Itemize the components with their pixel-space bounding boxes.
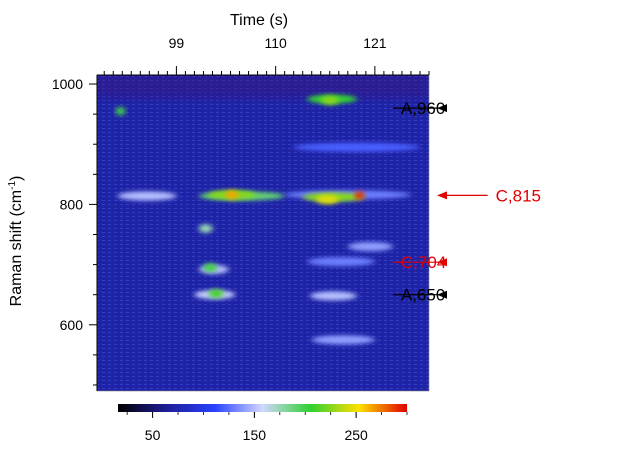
x-axis: Time (s) 99 110 121 bbox=[97, 12, 430, 76]
annotation-label: A,650 bbox=[401, 286, 445, 305]
y-axis-label: Raman shift (cm-1) bbox=[7, 176, 25, 307]
annotation-arrowhead bbox=[437, 290, 447, 299]
colorbar-tick-label: 250 bbox=[344, 427, 368, 443]
heatmap-band-6 bbox=[115, 106, 125, 116]
annotation-c-815: C,815 bbox=[437, 186, 541, 205]
annotation-layer: A,650 C,704 C,815 A,960 bbox=[392, 99, 541, 305]
colorbar-tick-label: 50 bbox=[145, 427, 161, 443]
heatmap-band-5 bbox=[117, 191, 177, 201]
heatmap-band-21 bbox=[347, 242, 393, 252]
heatmap-band-25 bbox=[293, 142, 420, 152]
annotation-label: C,815 bbox=[496, 186, 541, 205]
annotation-arrowhead bbox=[437, 258, 447, 267]
annotation-arrowhead bbox=[437, 191, 447, 200]
colorbar-gradient bbox=[118, 404, 407, 412]
annotation-a-960: A,960 bbox=[392, 99, 447, 118]
heatmap-band-11 bbox=[198, 223, 213, 233]
annotation-label: C,704 bbox=[401, 253, 446, 272]
x-tick-label: 99 bbox=[169, 35, 185, 51]
heatmap-band-14 bbox=[226, 190, 238, 200]
y-axis: Raman shift (cm-1) 600 800 1000 bbox=[7, 75, 98, 391]
colorbar-tick-label: 150 bbox=[243, 427, 267, 443]
heatmap-band-22 bbox=[307, 257, 375, 267]
heatmap-band-24 bbox=[320, 95, 339, 105]
annotation-arrowhead bbox=[437, 104, 447, 113]
heatmap-band-10 bbox=[203, 263, 217, 273]
annotation-label: A,960 bbox=[401, 99, 445, 118]
x-axis-label: Time (s) bbox=[230, 12, 288, 29]
annotation-c-704: C,704 bbox=[392, 253, 447, 272]
heatmap-noise-texture bbox=[97, 75, 429, 391]
heatmap-band-17 bbox=[316, 195, 339, 205]
heatmap-band-18 bbox=[355, 190, 365, 200]
y-tick-label: 800 bbox=[60, 196, 84, 212]
heatmap-band-8 bbox=[208, 288, 224, 298]
heatmap-band-19 bbox=[309, 291, 357, 301]
x-tick-label: 110 bbox=[264, 35, 287, 51]
heatmap-top-shading bbox=[97, 75, 429, 97]
colorbar: 50 150 250 bbox=[118, 404, 408, 443]
heatmap-plot-area bbox=[97, 75, 429, 391]
heatmap-band-20 bbox=[311, 335, 375, 345]
y-tick-label: 1000 bbox=[52, 76, 83, 92]
x-tick-label: 121 bbox=[363, 35, 387, 51]
y-tick-label: 600 bbox=[60, 317, 84, 333]
annotation-a-650: A,650 bbox=[392, 286, 447, 305]
